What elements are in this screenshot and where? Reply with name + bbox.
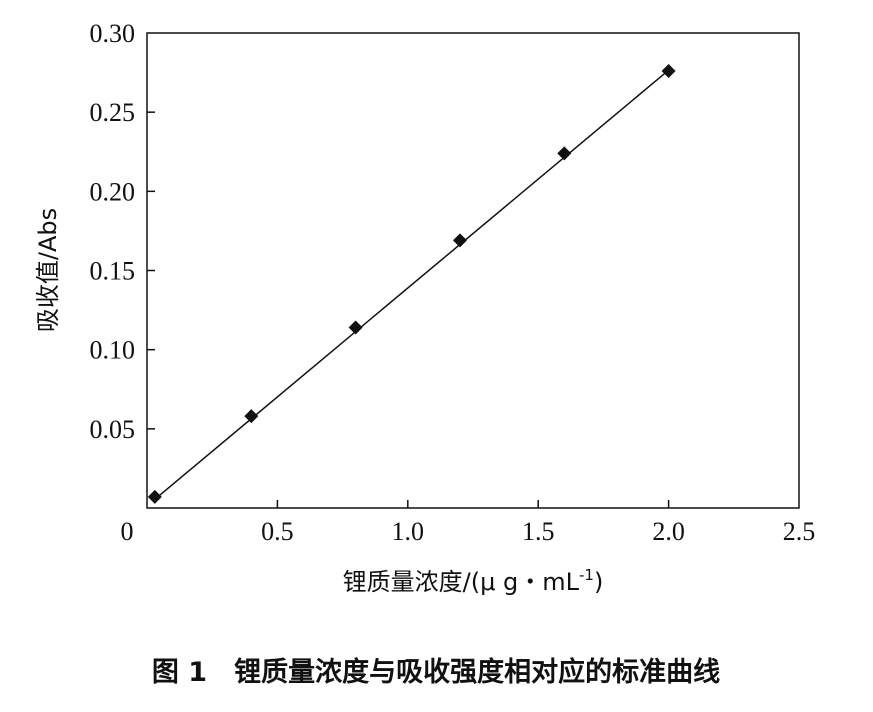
x-tick-label: 0.5 xyxy=(261,517,294,546)
y-tick-label: 0.05 xyxy=(90,415,136,444)
y-tick-label: 0.30 xyxy=(90,19,136,48)
data-point xyxy=(147,489,162,504)
x-tick-label: 0 xyxy=(121,517,134,546)
x-tick-label: 1.5 xyxy=(522,517,555,546)
fit-line-group xyxy=(154,69,670,500)
data-point xyxy=(348,320,363,335)
plot-frame xyxy=(146,32,800,509)
figure-caption: 图 1 锂质量浓度与吸收强度相对应的标准曲线 xyxy=(152,656,720,688)
y-tick-label: 0.10 xyxy=(90,336,136,365)
data-point xyxy=(557,146,572,161)
fit-line xyxy=(154,69,670,500)
x-axis: 0 0.5 1.0 1.5 2.0 2.5 xyxy=(121,500,816,546)
x-axis-title: 锂质量浓度/(μ g・mL-1) xyxy=(343,566,604,596)
y-tick-label: 0.15 xyxy=(90,257,136,286)
data-points xyxy=(147,64,676,504)
x-tick-label: 1.0 xyxy=(392,517,425,546)
y-tick-label: 0.20 xyxy=(90,177,136,206)
data-point xyxy=(661,64,676,78)
data-point xyxy=(452,233,467,248)
y-tick-label: 0.25 xyxy=(90,98,136,127)
y-axis-title: 吸收值/Abs xyxy=(34,208,62,332)
data-point xyxy=(244,409,259,424)
x-tick-label: 2.5 xyxy=(783,517,816,546)
x-tick-label: 2.0 xyxy=(652,517,685,546)
y-axis: 0.05 0.10 0.15 0.20 0.25 0.30 xyxy=(90,19,155,444)
